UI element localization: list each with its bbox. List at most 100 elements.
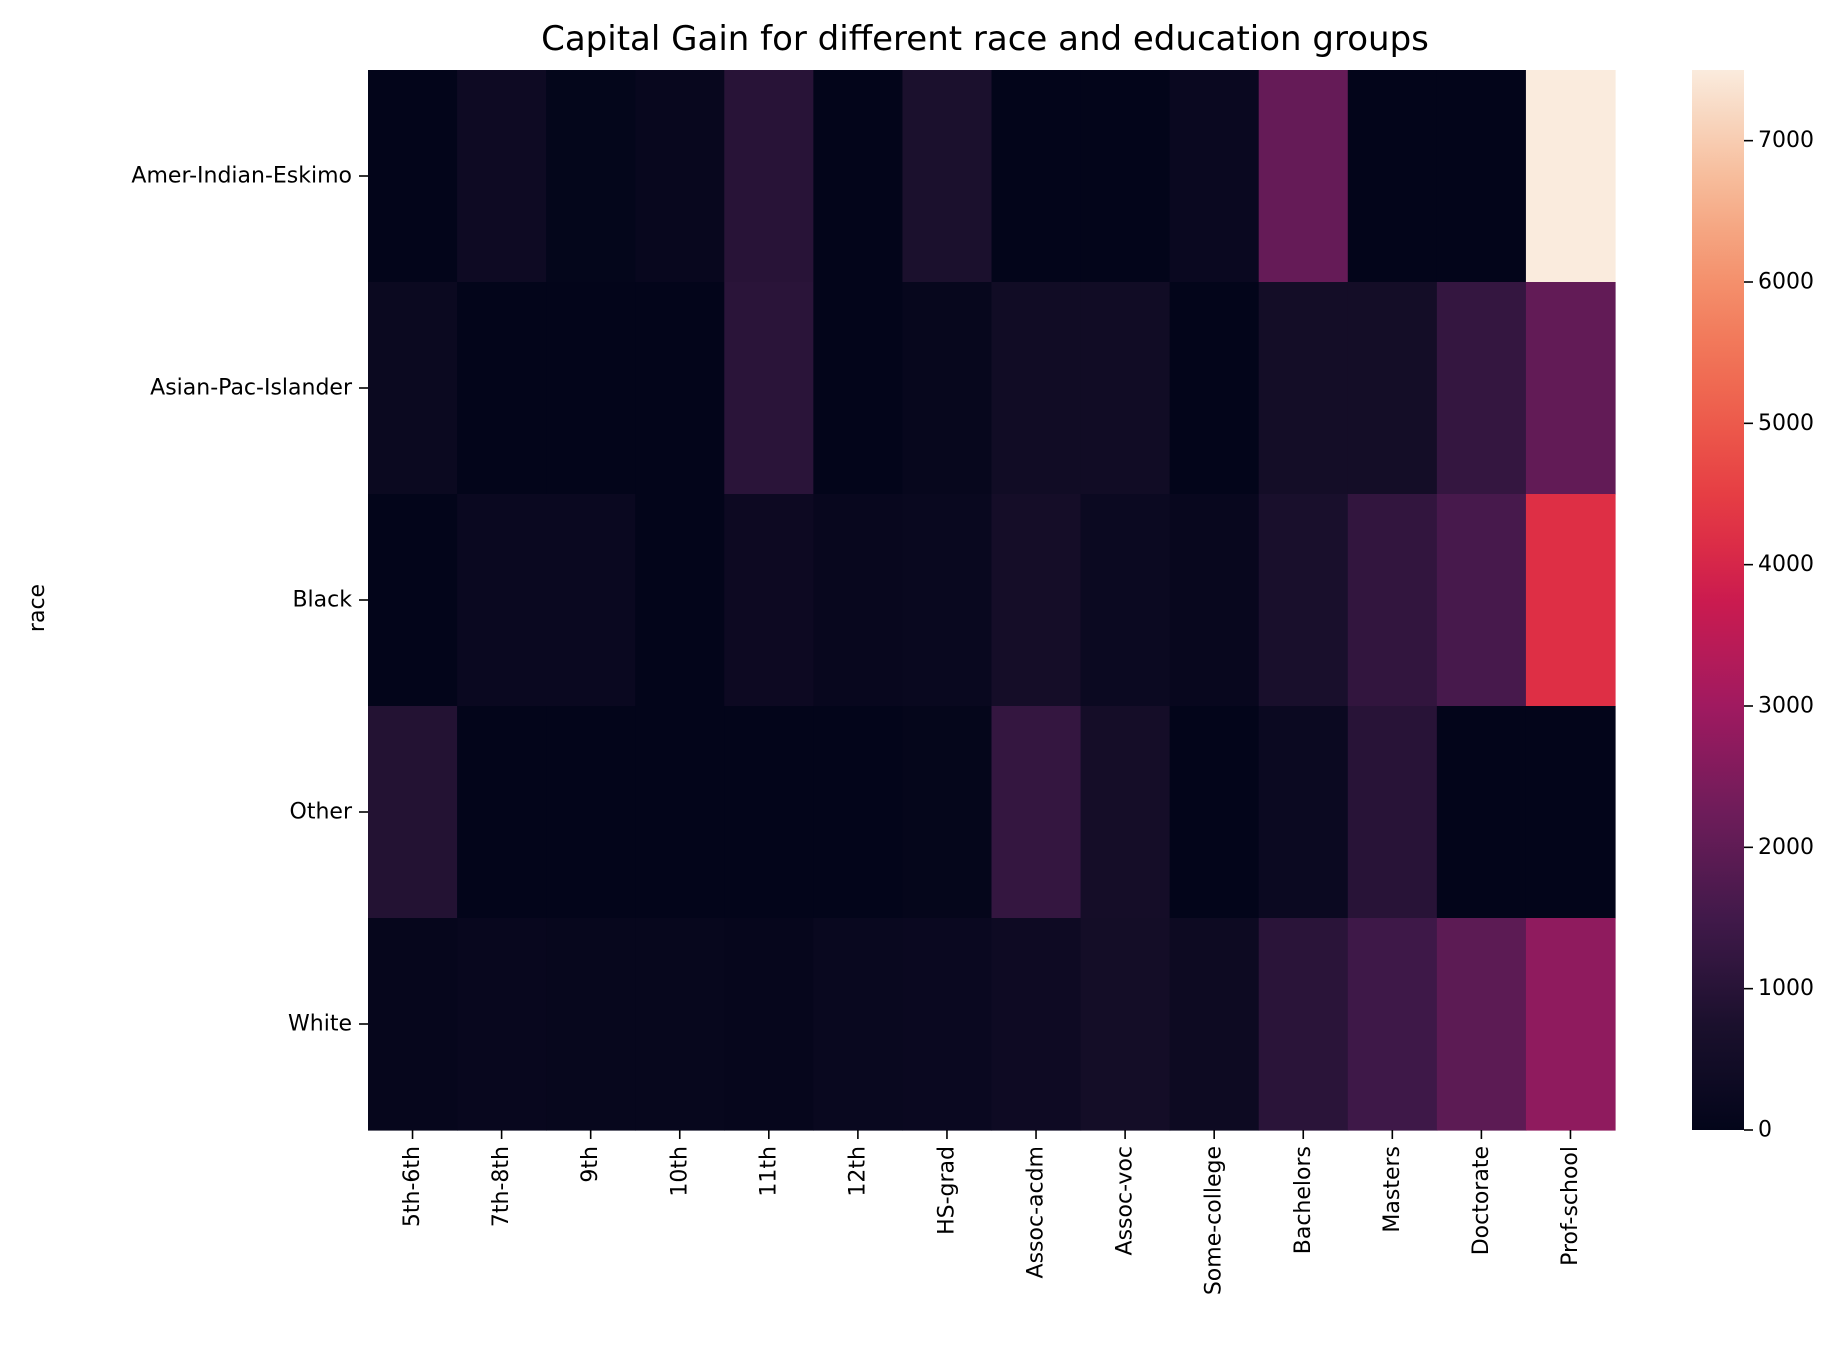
heatmap-cell bbox=[813, 494, 904, 707]
heatmap-cell bbox=[635, 282, 725, 495]
x-tick-label: Assoc-voc bbox=[1113, 1146, 1138, 1255]
heatmap-cell bbox=[1258, 494, 1349, 707]
heatmap-cell bbox=[1436, 918, 1527, 1131]
heatmap-cell bbox=[635, 918, 725, 1131]
x-tick-label: 11th bbox=[756, 1146, 781, 1197]
heatmap-cell bbox=[368, 282, 458, 495]
heatmap-cell bbox=[546, 706, 636, 919]
y-axis-ticks: Amer-Indian-Eskimo Asian-Pac-Islander Blac… bbox=[131, 164, 368, 1037]
x-tick-label: Doctorate bbox=[1469, 1146, 1494, 1255]
heatmap-cell bbox=[813, 706, 904, 919]
heatmap-cell bbox=[1258, 282, 1349, 495]
y-tick-label: White bbox=[288, 1012, 352, 1037]
heatmap-cell bbox=[1169, 706, 1260, 919]
colorbar-tick-label: 1000 bbox=[1758, 976, 1814, 1001]
heatmap-cell bbox=[991, 918, 1082, 1131]
heatmap-cell bbox=[991, 494, 1082, 707]
heatmap-cell bbox=[724, 282, 814, 495]
heatmap-cell bbox=[1169, 494, 1260, 707]
heatmap-cell bbox=[1436, 70, 1527, 283]
colorbar-tick-label: 6000 bbox=[1758, 270, 1814, 295]
heatmap-cell bbox=[724, 494, 814, 707]
heatmap-cell bbox=[546, 494, 636, 707]
heatmap-cell bbox=[1258, 706, 1349, 919]
heatmap-cell bbox=[546, 70, 636, 283]
heatmap-cell bbox=[1436, 494, 1527, 707]
heatmap-cell bbox=[813, 282, 904, 495]
heatmap-cell bbox=[457, 282, 547, 495]
heatmap-cell bbox=[546, 918, 636, 1131]
heatmap-cell bbox=[813, 70, 904, 283]
colorbar-tick-label: 7000 bbox=[1758, 128, 1814, 153]
heatmap-cell bbox=[902, 918, 993, 1131]
heatmap-cell bbox=[1525, 706, 1616, 919]
heatmap-cell bbox=[1525, 282, 1616, 495]
heatmap-cell bbox=[635, 494, 725, 707]
x-tick-label: Prof-school bbox=[1558, 1146, 1583, 1266]
colorbar-tick-label: 4000 bbox=[1758, 552, 1814, 577]
heatmap-cell bbox=[1436, 282, 1527, 495]
heatmap-cell bbox=[902, 706, 993, 919]
heatmap-cell bbox=[1169, 70, 1260, 283]
heatmap-cell bbox=[546, 282, 636, 495]
heatmap-cell bbox=[1347, 494, 1438, 707]
heatmap-cell bbox=[1525, 494, 1616, 707]
x-tick-label: Some-college bbox=[1202, 1146, 1227, 1295]
y-tick-label: Amer-Indian-Eskimo bbox=[131, 164, 352, 189]
heatmap-cell bbox=[1080, 494, 1171, 707]
chart-title: Capital Gain for different race and educ… bbox=[541, 19, 1429, 59]
x-tick-label: 5th-6th bbox=[400, 1146, 425, 1227]
heatmap-cell bbox=[457, 706, 547, 919]
colorbar-tick-label: 5000 bbox=[1758, 411, 1814, 436]
heatmap-cell bbox=[724, 918, 814, 1131]
heatmap-cell bbox=[902, 282, 993, 495]
heatmap-cell bbox=[902, 494, 993, 707]
colorbar-gradient bbox=[1692, 70, 1744, 1130]
heatmap-cell bbox=[368, 918, 458, 1131]
x-tick-label: HS-grad bbox=[934, 1146, 959, 1235]
heatmap-cells bbox=[368, 70, 1616, 1131]
heatmap-cell bbox=[1258, 918, 1349, 1131]
heatmap-cell bbox=[1080, 70, 1171, 283]
heatmap-cell bbox=[1347, 70, 1438, 283]
heatmap-cell bbox=[1169, 282, 1260, 495]
heatmap-cell bbox=[1080, 706, 1171, 919]
x-tick-label: Masters bbox=[1380, 1146, 1405, 1233]
x-tick-label: Bachelors bbox=[1291, 1146, 1316, 1254]
colorbar-tick-label: 0 bbox=[1758, 1118, 1772, 1143]
y-tick-label: Other bbox=[290, 800, 353, 825]
heatmap-cell bbox=[1347, 918, 1438, 1131]
colorbar: 0 1000 2000 3000 4000 5000 6000 7000 bbox=[1692, 70, 1814, 1143]
heatmap-cell bbox=[457, 494, 547, 707]
heatmap-cell bbox=[368, 494, 458, 707]
x-axis-ticks: 5th-6th 7th-8th 9th 10th 11th 12th HS-grad Asso… bbox=[400, 1130, 1583, 1295]
heatmap-cell bbox=[368, 70, 458, 283]
x-tick-label: 12th bbox=[845, 1146, 870, 1197]
heatmap-cell bbox=[1080, 282, 1171, 495]
heatmap-cell bbox=[368, 706, 458, 919]
heatmap-cell bbox=[724, 706, 814, 919]
heatmap-cell bbox=[991, 282, 1082, 495]
heatmap-cell bbox=[1347, 706, 1438, 919]
heatmap-cell bbox=[1436, 706, 1527, 919]
x-tick-label: 7th-8th bbox=[489, 1146, 514, 1227]
heatmap-cell bbox=[1080, 918, 1171, 1131]
heatmap-cell bbox=[635, 70, 725, 283]
y-tick-label: Asian-Pac-Islander bbox=[150, 376, 353, 401]
heatmap-cell bbox=[1525, 918, 1616, 1131]
heatmap-cell bbox=[991, 706, 1082, 919]
x-tick-label: 9th bbox=[578, 1146, 603, 1183]
y-axis-label: race bbox=[25, 584, 50, 632]
heatmap-cell bbox=[635, 706, 725, 919]
heatmap-cell bbox=[902, 70, 993, 283]
heatmap-cell bbox=[457, 918, 547, 1131]
heatmap-cell bbox=[1169, 918, 1260, 1131]
x-tick-label: 10th bbox=[667, 1146, 692, 1197]
heatmap-cell bbox=[1525, 70, 1616, 283]
heatmap-cell bbox=[1258, 70, 1349, 283]
colorbar-tick-label: 2000 bbox=[1758, 835, 1814, 860]
heatmap-cell bbox=[724, 70, 814, 283]
y-tick-label: Black bbox=[292, 588, 352, 613]
heatmap-cell bbox=[457, 70, 547, 283]
